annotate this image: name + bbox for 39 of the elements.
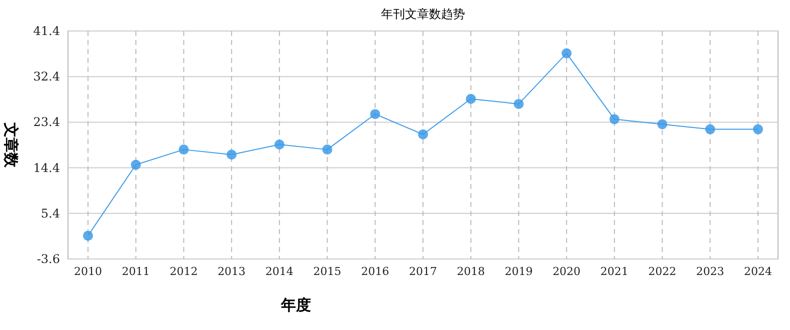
point <box>753 124 763 134</box>
x-tick-label: 2010 <box>74 265 102 278</box>
point <box>657 119 668 130</box>
y-tick-label: 5.4 <box>40 206 60 220</box>
point <box>466 94 476 104</box>
point <box>274 139 284 150</box>
x-tick-label: 2019 <box>504 265 533 278</box>
x-tick-label: 2016 <box>361 265 390 278</box>
chart-title: 年刊文章数趋势 <box>381 7 465 21</box>
point <box>609 114 620 124</box>
point <box>705 124 716 134</box>
point <box>322 144 332 155</box>
point <box>83 230 93 241</box>
point <box>562 48 572 58</box>
point <box>130 160 141 170</box>
x-axis-title: 年度 <box>280 296 311 314</box>
x-tick-label: 2023 <box>696 265 724 278</box>
x-tick-label: 2021 <box>600 265 628 278</box>
y-tick-label: 23.4 <box>33 115 60 130</box>
point <box>418 129 428 140</box>
x-tick-label: 2013 <box>218 265 246 278</box>
x-tick-label: 2020 <box>552 265 581 278</box>
point <box>226 150 237 160</box>
x-tick-label: 2018 <box>456 265 485 278</box>
y-tick-label: -3.6 <box>36 252 60 266</box>
y-tick-label: 14.4 <box>33 160 60 175</box>
y-tick-label: 32.4 <box>33 70 60 84</box>
x-tick-label: 2024 <box>744 265 772 278</box>
x-tick-label: 2017 <box>409 265 437 278</box>
point <box>370 109 380 120</box>
x-tick-label: 2012 <box>170 265 198 278</box>
x-tick-label: 2015 <box>313 265 342 278</box>
point <box>514 98 524 109</box>
x-tick-label: 2022 <box>648 265 676 278</box>
point <box>178 144 189 155</box>
x-tick-label: 2014 <box>265 265 294 278</box>
y-axis-title: 文章数 <box>2 122 20 168</box>
y-tick-label: 41.4 <box>33 24 60 38</box>
x-tick-label: 2011 <box>122 265 150 278</box>
